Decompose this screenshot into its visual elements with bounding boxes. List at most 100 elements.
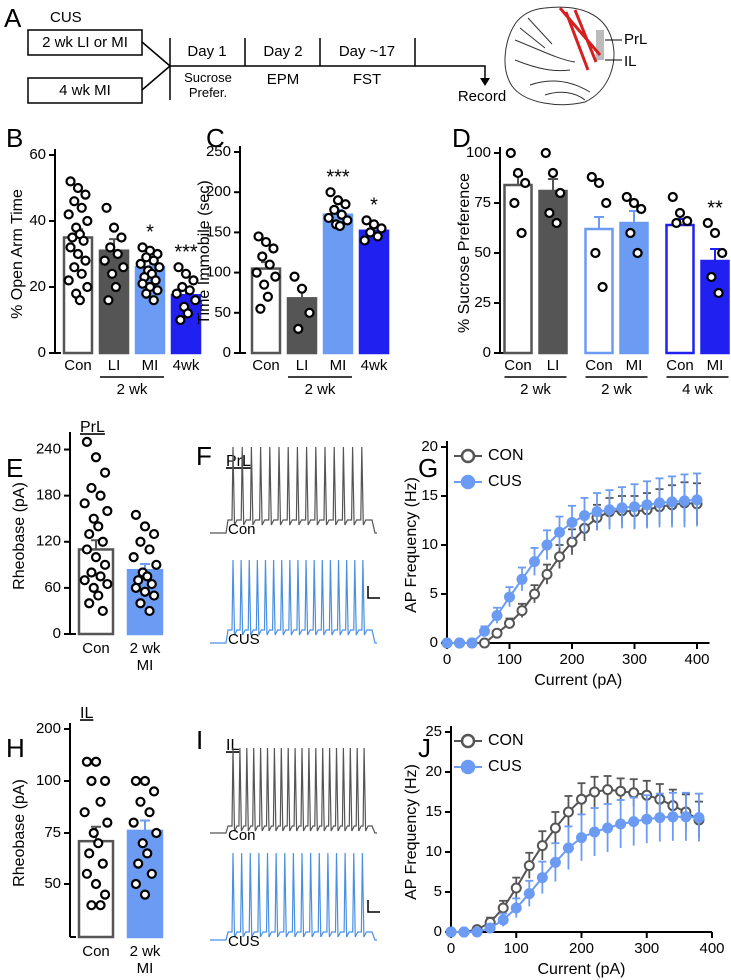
y-tick-label: 50 xyxy=(214,304,231,321)
data-point xyxy=(551,217,562,229)
data-point xyxy=(84,848,95,859)
marker xyxy=(641,813,653,825)
x-tick-label: 2 wk MI xyxy=(129,943,161,977)
data-point xyxy=(82,215,93,227)
x-tick-label: 0 xyxy=(443,651,451,668)
bar xyxy=(358,229,390,355)
bar xyxy=(584,227,614,355)
data-point xyxy=(90,452,102,463)
data-point xyxy=(590,247,601,259)
marker xyxy=(641,499,653,511)
data-point xyxy=(88,582,99,593)
data-point xyxy=(154,262,165,273)
legend-label: CON xyxy=(488,732,524,749)
y-tick-label: 0 xyxy=(430,634,438,651)
y-tick-label: 150 xyxy=(206,223,231,240)
data-point xyxy=(128,817,139,828)
data-point xyxy=(361,215,372,226)
marker xyxy=(628,787,640,799)
marker xyxy=(604,504,615,516)
data-point xyxy=(74,295,85,306)
y-axis-label: Time Immobile (sec) xyxy=(196,180,213,324)
series-line xyxy=(451,815,700,933)
marker xyxy=(516,605,528,617)
data-point xyxy=(69,196,80,207)
series-line xyxy=(451,788,700,933)
data-point xyxy=(342,215,353,226)
marker xyxy=(504,617,515,629)
data-point xyxy=(150,275,161,286)
data-point xyxy=(255,303,266,314)
marker xyxy=(589,826,601,838)
y-tick-label: 0 xyxy=(223,344,231,361)
data-point xyxy=(253,231,264,242)
data-point xyxy=(130,878,142,890)
trace-label: CUS xyxy=(228,631,260,648)
panel-letter: F xyxy=(196,441,212,471)
data-point xyxy=(332,195,344,206)
marker xyxy=(693,812,705,824)
data-point xyxy=(99,775,111,787)
data-point xyxy=(88,827,99,839)
marker xyxy=(458,926,470,938)
data-point xyxy=(81,544,93,555)
panel-title: IL xyxy=(80,705,93,722)
scale-bar xyxy=(367,900,380,913)
data-point xyxy=(682,215,693,227)
data-point xyxy=(102,505,113,517)
y-tick-label: 15 xyxy=(425,803,442,820)
data-point xyxy=(586,171,597,183)
x-tick-label: MI xyxy=(626,357,643,374)
data-point xyxy=(259,279,270,290)
data-point xyxy=(108,222,120,233)
data-point xyxy=(95,571,106,582)
panel-letter: A xyxy=(4,3,22,33)
data-point xyxy=(184,285,195,296)
panel-letter: B xyxy=(6,123,23,153)
panel-letter: D xyxy=(452,123,471,153)
data-point xyxy=(148,295,159,306)
data-point xyxy=(139,521,151,532)
data-point xyxy=(268,243,279,254)
marker xyxy=(576,832,587,844)
data-point xyxy=(144,605,155,617)
voltage-trace xyxy=(210,747,377,834)
data-point xyxy=(336,209,347,220)
marker xyxy=(602,822,614,834)
significance: *** xyxy=(326,166,350,188)
data-point xyxy=(99,467,111,478)
y-tick-label: 0 xyxy=(434,923,442,940)
data-point xyxy=(593,177,605,189)
data-point xyxy=(555,187,566,199)
y-tick-label: 100 xyxy=(36,772,61,789)
x-tick-label: MI xyxy=(707,357,724,374)
group-label: CUS xyxy=(50,9,82,26)
data-point xyxy=(67,232,78,243)
data-point xyxy=(95,796,106,807)
data-point xyxy=(95,900,106,911)
y-tick-label: 50 xyxy=(44,875,61,892)
x-tick-label: 400 xyxy=(699,940,724,957)
significance: *** xyxy=(174,241,198,263)
data-point xyxy=(376,223,387,234)
marker xyxy=(510,902,522,914)
marker xyxy=(679,495,690,507)
marker xyxy=(529,588,540,600)
x-tick-label: 300 xyxy=(622,651,647,668)
y-axis-label: AP Frequency (Hz) xyxy=(403,764,420,900)
y-tick-label: 120 xyxy=(36,533,61,550)
data-point xyxy=(97,605,108,617)
test-label: Sucrose Prefer. xyxy=(184,70,232,100)
legend-marker xyxy=(460,448,476,464)
region-pointer xyxy=(605,39,622,61)
marker xyxy=(615,818,627,830)
data-point xyxy=(368,219,380,230)
x-tick-label: 2 wk MI xyxy=(129,640,161,674)
x-axis-label: Current (pA) xyxy=(534,672,622,689)
data-point xyxy=(293,323,304,334)
data-point xyxy=(142,571,153,582)
marker xyxy=(562,806,574,818)
connector xyxy=(141,41,171,91)
data-point xyxy=(130,582,142,593)
voltage-trace xyxy=(210,852,377,941)
